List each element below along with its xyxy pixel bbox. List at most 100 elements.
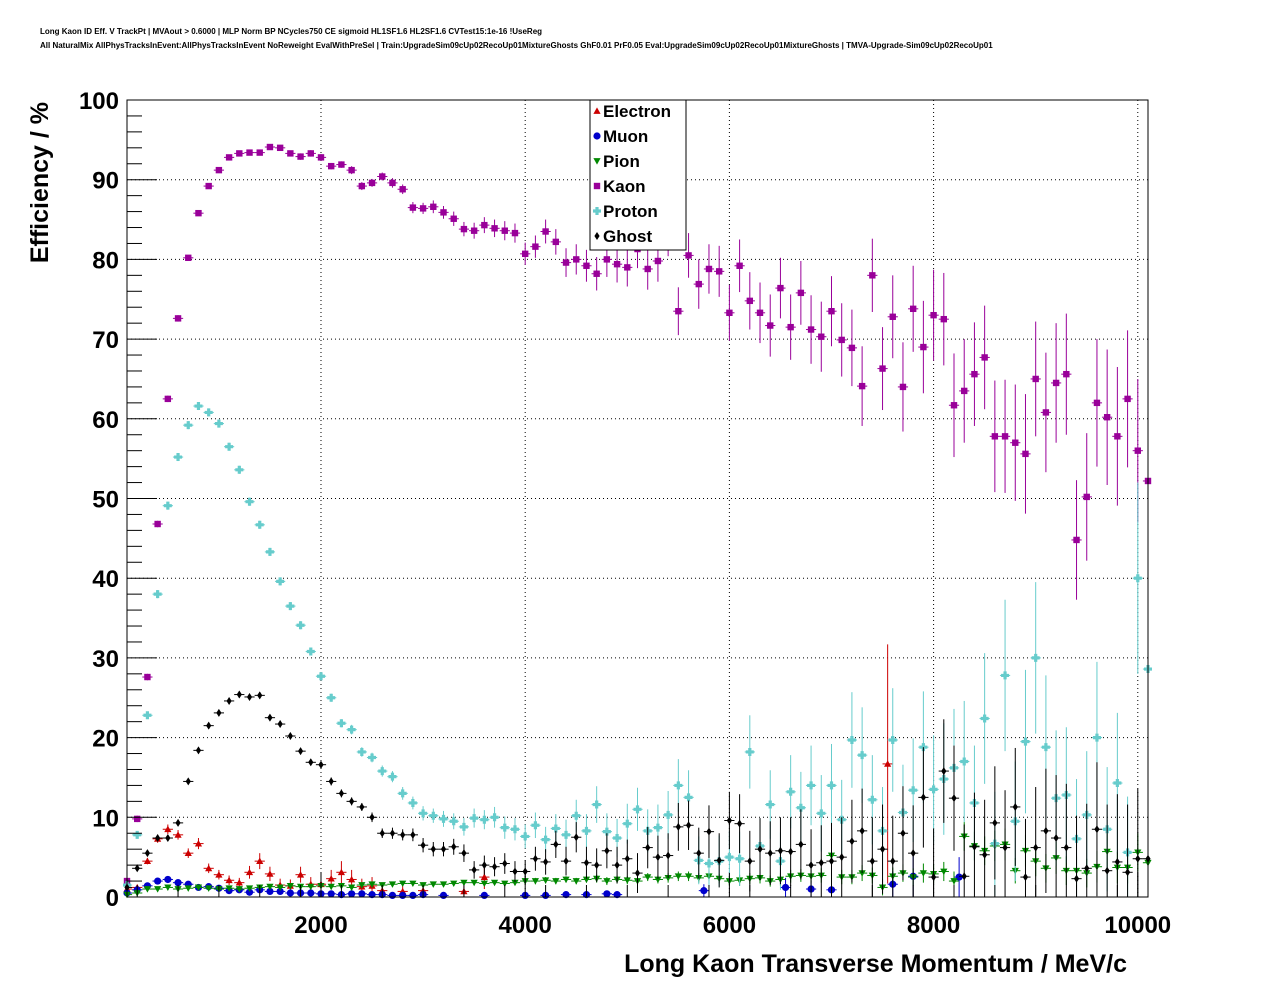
proton-point [744, 715, 755, 789]
ghost-marker [532, 854, 538, 863]
kaon-marker [1093, 399, 1101, 407]
kaon-point [223, 154, 235, 161]
kaon-marker [950, 402, 958, 409]
pion-point [234, 886, 245, 893]
ghost-point [673, 802, 684, 851]
ghost-point [969, 792, 980, 897]
muon-point [326, 890, 337, 898]
ghost-point [734, 794, 745, 854]
ghost-marker [798, 840, 804, 849]
ghost-point [234, 690, 245, 699]
kaon-marker [848, 344, 856, 352]
ghost-point [336, 789, 347, 798]
ghost-marker [604, 846, 610, 855]
muon-marker [286, 889, 294, 897]
kaon-marker [705, 265, 713, 273]
kaon-marker [174, 315, 182, 322]
proton-point [407, 796, 418, 810]
kaon-point [458, 221, 470, 237]
proton-marker [490, 813, 499, 822]
ghost-point [642, 826, 653, 869]
kaon-point [1081, 433, 1092, 561]
pion-marker [644, 874, 652, 881]
legend-marker-ghost [594, 232, 600, 240]
kaon-marker [266, 143, 274, 151]
muon-point [162, 875, 173, 884]
ghost-point [254, 691, 265, 700]
ghost-point [1122, 804, 1133, 897]
ghost-marker [757, 845, 763, 854]
muon-marker [276, 887, 284, 896]
ghost-marker [175, 818, 181, 827]
proton-point [162, 501, 173, 510]
pion-marker [470, 879, 478, 887]
kaon-marker [521, 250, 529, 258]
kaon-marker [532, 243, 539, 250]
chart-title-line1: Long Kaon ID Eff. V TrackPt | MVAout > 0… [40, 27, 543, 36]
kaon-marker [236, 150, 243, 157]
kaon-point [887, 275, 898, 359]
ghost-marker [645, 843, 651, 852]
proton-point [857, 707, 868, 803]
proton-marker [551, 824, 560, 833]
ghost-point [887, 815, 898, 897]
kaon-point [775, 257, 786, 319]
kaon-point [162, 395, 173, 403]
proton-marker [745, 747, 754, 756]
ghost-point [346, 797, 357, 806]
proton-point [336, 719, 347, 728]
pion-marker [480, 880, 488, 888]
proton-marker [1041, 743, 1050, 752]
ghost-point [438, 842, 449, 857]
pion-point [469, 879, 480, 887]
ghost-marker [777, 846, 784, 855]
electron-point [336, 861, 347, 884]
pion-point [428, 881, 439, 888]
proton-point [489, 806, 500, 828]
kaon-point [836, 303, 847, 377]
muon-point [698, 884, 709, 897]
kaon-point [152, 520, 163, 528]
proton-marker [817, 809, 826, 818]
proton-marker [623, 819, 632, 828]
pion-point [550, 877, 561, 885]
kaon-marker [603, 256, 611, 263]
pion-point [162, 884, 173, 892]
pion-marker [654, 876, 662, 884]
muon-marker [164, 875, 172, 884]
legend-label-ghost: Ghost [603, 227, 652, 246]
kaon-marker [593, 270, 600, 277]
ghost-marker [788, 847, 794, 856]
kaon-marker [501, 227, 508, 234]
proton-point [959, 700, 970, 823]
kaon-marker [930, 311, 937, 319]
ghost-marker [338, 789, 345, 798]
ghost-point [724, 791, 735, 850]
kaon-marker [675, 308, 682, 315]
kaon-marker [1001, 433, 1009, 440]
proton-marker [398, 789, 407, 798]
pion-marker [164, 884, 172, 892]
kaon-point [959, 339, 970, 443]
proton-point [142, 711, 153, 720]
ghost-marker [1033, 843, 1039, 852]
kaon-point [315, 154, 327, 161]
proton-point [1132, 482, 1143, 674]
kaon-marker [317, 154, 325, 161]
kaon-marker [358, 182, 366, 190]
kaon-point [785, 294, 796, 360]
proton-point [366, 752, 378, 763]
ghost-point [867, 817, 878, 897]
ghost-marker [134, 864, 140, 873]
ghost-marker [144, 849, 151, 858]
muon-point [479, 891, 490, 900]
proton-point [826, 743, 837, 827]
proton-marker [510, 825, 519, 834]
electron-point [295, 866, 306, 883]
ghost-marker [726, 816, 732, 825]
ghost-marker [471, 865, 477, 874]
proton-marker [653, 823, 662, 832]
kaon-marker [909, 305, 917, 313]
muon-point [356, 890, 367, 898]
pion-marker [490, 879, 499, 887]
